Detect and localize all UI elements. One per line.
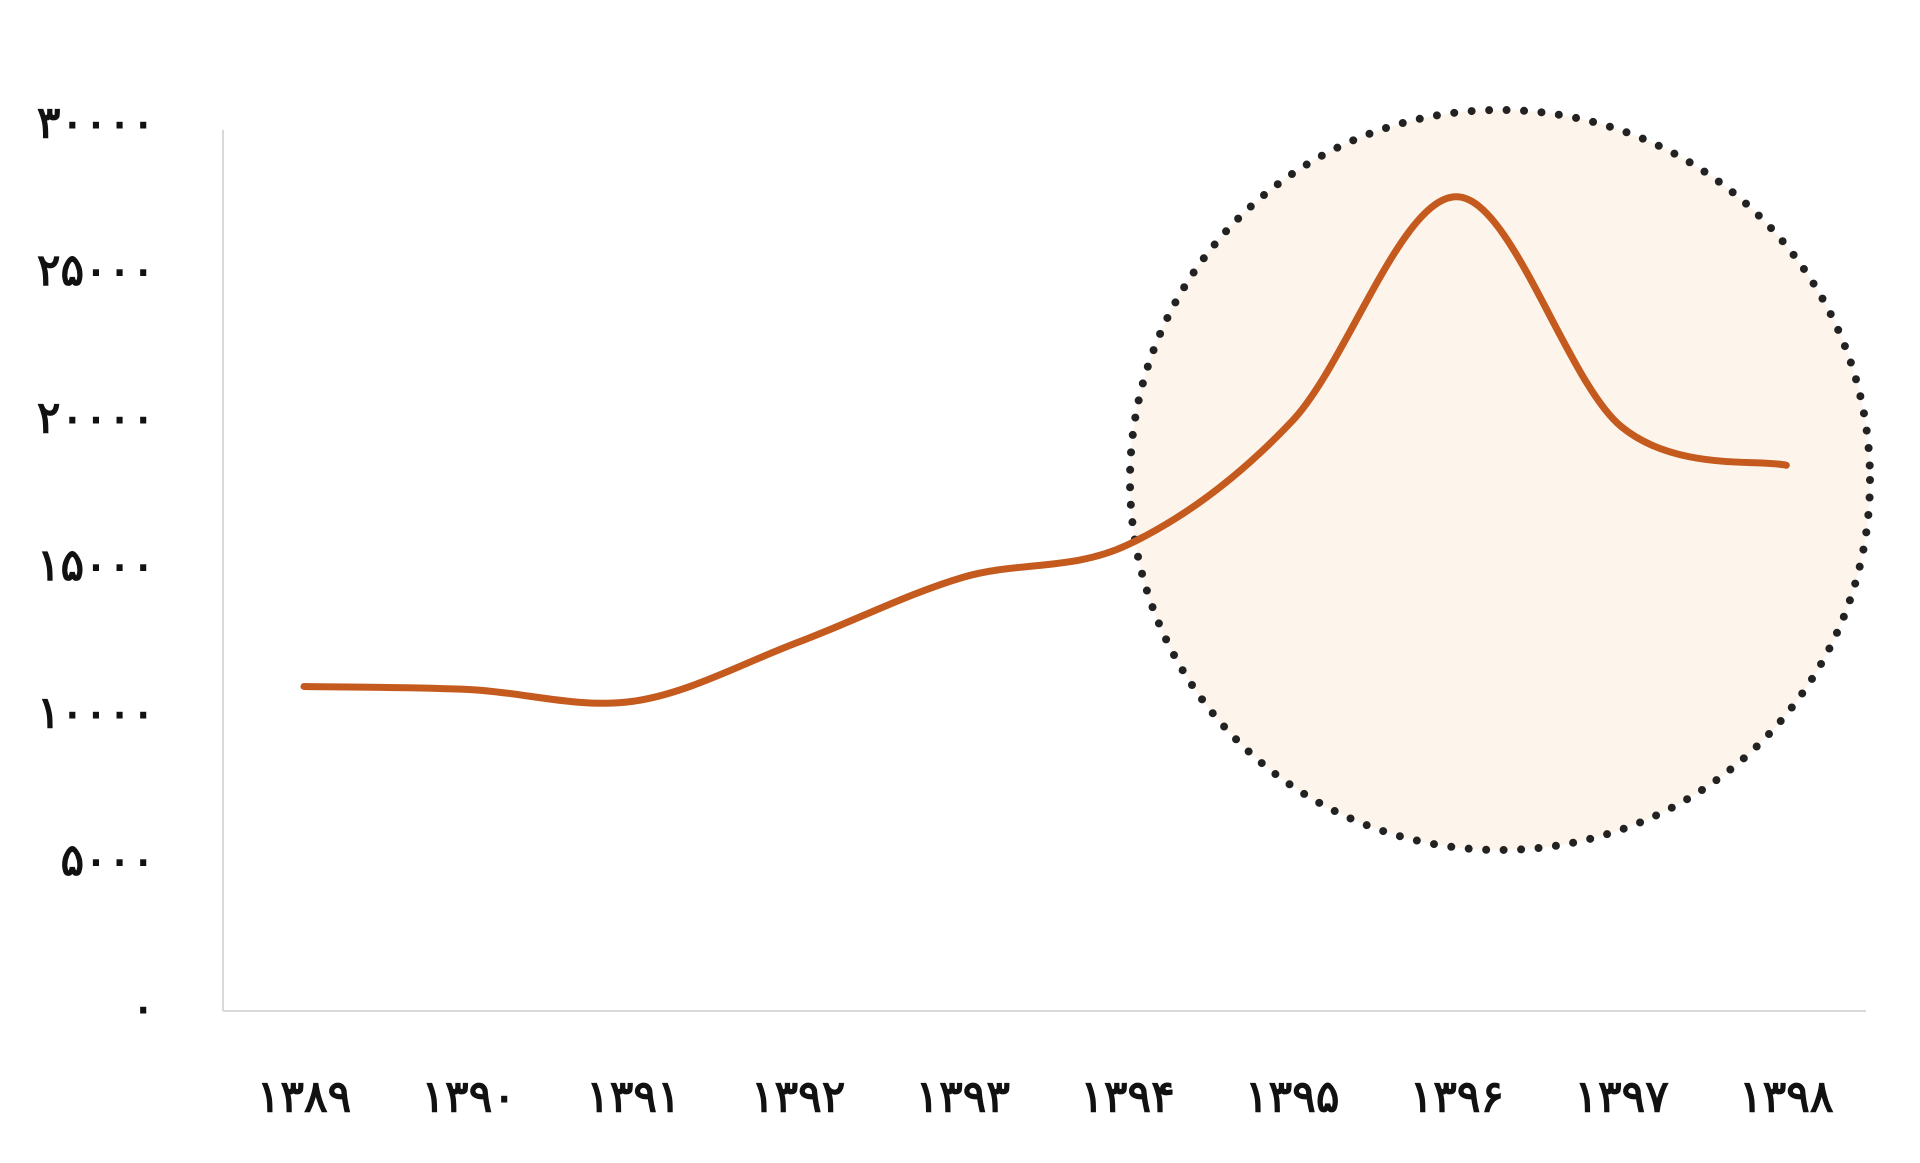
line — [300, 193, 1790, 707]
x-tick-label: ۱۳۹۱ — [586, 1072, 681, 1123]
y-tick-label: ۵۰۰۰ — [60, 835, 155, 886]
x-tick-label: ۱۳۹۵ — [1245, 1072, 1340, 1123]
x-tick-label: ۱۳۸۹ — [257, 1072, 352, 1123]
y-tick-label: ۱۵۰۰۰ — [37, 540, 155, 591]
x-tick-label: ۱۳۹۶ — [1410, 1072, 1505, 1123]
x-tick-label: ۱۳۹۷ — [1574, 1072, 1669, 1123]
y-tick-label: ۲۵۰۰۰ — [37, 245, 155, 296]
x-tick-label: ۱۳۹۳ — [916, 1072, 1011, 1123]
x-tick-label: ۱۳۹۸ — [1739, 1072, 1834, 1123]
x-tick-label: ۱۳۹۲ — [751, 1072, 846, 1123]
y-tick-label: ۰ — [131, 983, 155, 1034]
y-tick-label: ۱۰۰۰۰ — [37, 688, 155, 739]
highlight-circle — [1126, 106, 1874, 854]
y-tick-label: ۲۰۰۰۰ — [37, 393, 155, 444]
x-tick-label: ۱۳۹۰ — [421, 1072, 516, 1123]
y-tick-label: ۳۰۰۰۰ — [37, 98, 155, 149]
x-tick-label: ۱۳۹۴ — [1080, 1072, 1175, 1123]
